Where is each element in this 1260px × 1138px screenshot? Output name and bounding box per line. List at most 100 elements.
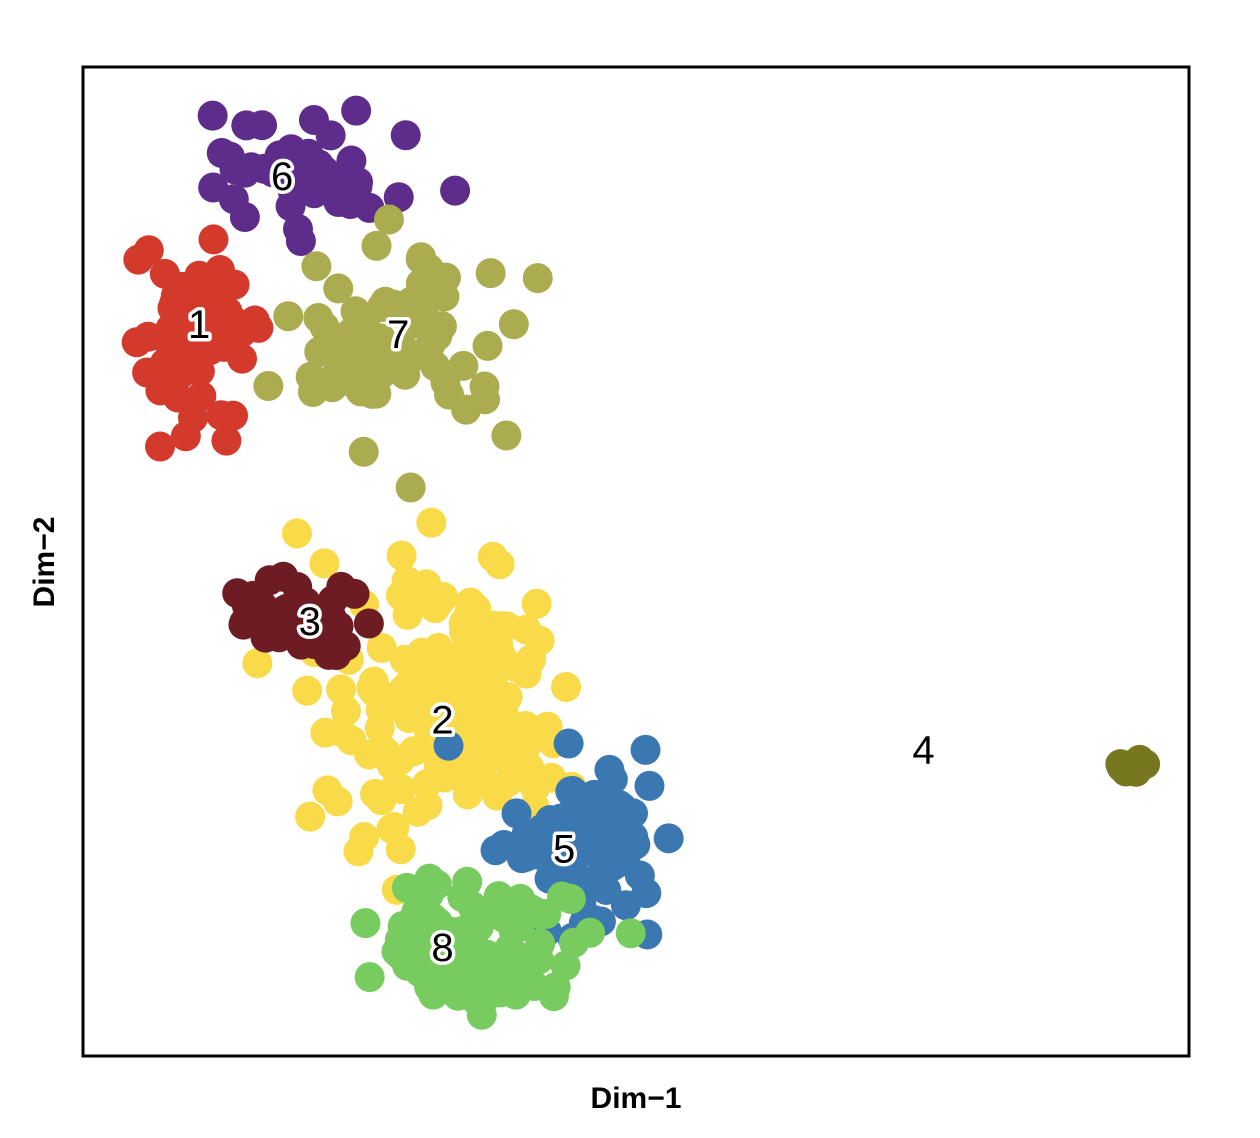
point-cluster-5 [488, 829, 519, 860]
cluster-label-4: 4 [912, 728, 934, 772]
point-cluster-6 [315, 120, 346, 151]
point-cluster-1 [159, 288, 190, 319]
point-cluster-2 [524, 625, 555, 656]
point-cluster-1 [205, 317, 236, 348]
cluster-label-8: 8 [431, 926, 453, 970]
point-cluster-5 [634, 770, 665, 801]
point-cluster-6 [197, 100, 228, 131]
point-cluster-6 [218, 184, 249, 215]
point-cluster-7 [303, 303, 334, 334]
point-cluster-7 [472, 330, 503, 361]
point-cluster-8 [471, 981, 502, 1012]
point-cluster-2 [385, 834, 416, 865]
point-cluster-2 [309, 548, 340, 579]
point-cluster-8 [615, 918, 646, 949]
point-cluster-2 [486, 641, 517, 672]
point-cluster-2 [389, 644, 420, 675]
point-cluster-2 [455, 587, 486, 618]
point-cluster-5 [594, 754, 625, 785]
x-axis-label: Dim−1 [591, 1082, 682, 1115]
point-cluster-2 [477, 541, 508, 572]
point-cluster-2 [428, 582, 459, 613]
point-cluster-6 [323, 172, 354, 203]
point-cluster-8 [414, 863, 445, 894]
point-cluster-8 [457, 891, 488, 922]
point-cluster-6 [440, 175, 471, 206]
point-cluster-2 [551, 671, 582, 702]
point-cluster-2 [453, 686, 484, 717]
point-cluster-5 [527, 813, 558, 844]
point-cluster-2 [349, 822, 380, 853]
point-cluster-7 [427, 265, 458, 296]
point-cluster-7 [348, 436, 379, 467]
point-cluster-2 [398, 736, 429, 767]
point-cluster-2 [358, 666, 389, 697]
point-cluster-7 [357, 378, 388, 409]
point-cluster-7 [323, 273, 354, 304]
point-cluster-6 [282, 214, 313, 245]
point-cluster-5 [587, 798, 618, 829]
point-cluster-8 [354, 962, 385, 993]
point-cluster-5 [433, 730, 464, 761]
point-cluster-8 [555, 883, 586, 914]
point-cluster-7 [253, 370, 284, 401]
point-cluster-1 [133, 235, 164, 266]
point-cluster-3 [254, 565, 285, 596]
point-cluster-1 [149, 258, 180, 289]
plot-frame [81, 65, 1191, 1058]
point-cluster-8 [496, 905, 527, 936]
point-cluster-3 [231, 590, 262, 621]
point-cluster-5 [553, 728, 584, 759]
point-cluster-8 [350, 908, 381, 939]
point-cluster-1 [177, 402, 208, 433]
point-cluster-6 [275, 191, 306, 222]
point-cluster-1 [146, 374, 177, 405]
point-cluster-7 [491, 420, 522, 451]
point-cluster-2 [458, 623, 489, 654]
point-cluster-8 [475, 945, 506, 976]
point-cluster-7 [273, 301, 304, 332]
cluster-labels: 1 2 3 4 5 6 7 8 [185, 151, 939, 973]
point-cluster-6 [390, 120, 421, 151]
point-cluster-5 [630, 734, 661, 765]
point-cluster-5 [620, 829, 651, 860]
point-cluster-1 [226, 317, 257, 348]
point-cluster-2 [380, 682, 411, 713]
point-cluster-8 [409, 894, 440, 925]
point-cluster-2 [520, 772, 551, 803]
point-cluster-3 [326, 571, 357, 602]
point-cluster-3 [313, 639, 344, 670]
point-cluster-7 [373, 204, 404, 235]
point-cluster-3 [295, 592, 326, 623]
points-layer [121, 95, 1161, 1030]
point-cluster-3 [353, 608, 384, 639]
point-cluster-1 [198, 224, 229, 255]
point-cluster-2 [521, 588, 552, 619]
point-cluster-1 [175, 334, 206, 365]
point-cluster-8 [558, 927, 589, 958]
point-cluster-2 [366, 632, 397, 663]
point-cluster-5 [653, 823, 684, 854]
point-cluster-6 [341, 95, 372, 126]
point-cluster-2 [392, 599, 423, 630]
point-cluster-8 [430, 958, 461, 989]
point-cluster-2 [386, 540, 417, 571]
point-cluster-7 [393, 337, 424, 368]
point-cluster-7 [361, 230, 392, 261]
point-cluster-6 [206, 138, 237, 169]
cluster-label-3: 3 [299, 600, 321, 644]
point-cluster-1 [150, 321, 181, 352]
point-cluster-2 [412, 790, 443, 821]
point-cluster-2 [312, 775, 343, 806]
point-cluster-2 [325, 716, 356, 747]
point-cluster-2 [452, 779, 483, 810]
cluster-label-2: 2 [431, 699, 453, 743]
point-cluster-1 [121, 327, 152, 358]
point-cluster-7 [301, 251, 332, 282]
point-cluster-2 [295, 801, 326, 832]
point-cluster-7 [470, 384, 501, 415]
point-cluster-7 [498, 309, 529, 340]
point-cluster-7 [522, 263, 553, 294]
